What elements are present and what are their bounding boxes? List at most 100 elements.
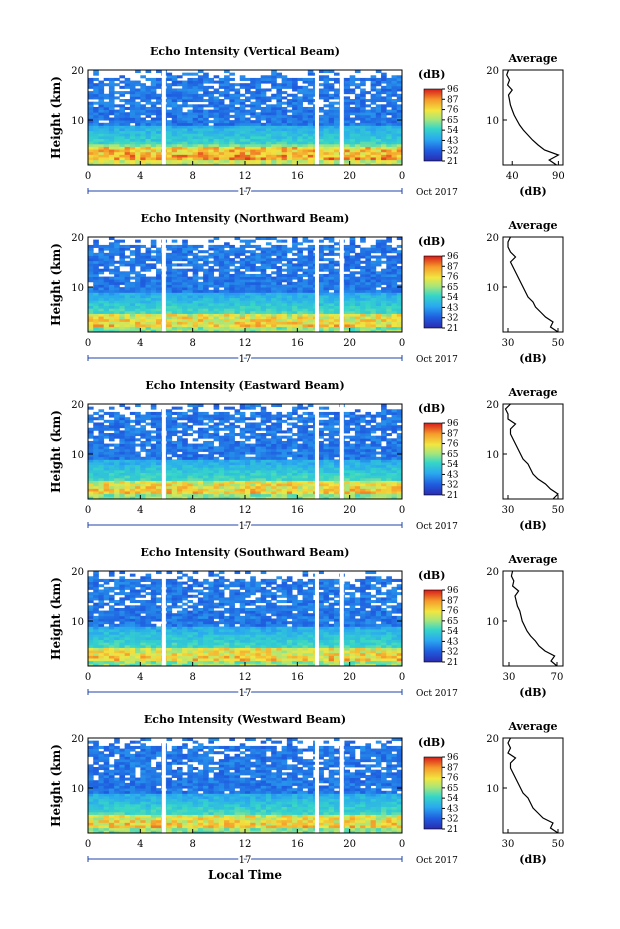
- heatmap-cell: [234, 149, 241, 153]
- heatmap-cell: [281, 255, 288, 259]
- heatmap-cell: [203, 414, 209, 418]
- heatmap-cell: [114, 462, 120, 466]
- heatmap-cell: [349, 289, 356, 293]
- heatmap-cell: [192, 85, 199, 89]
- heatmap-cell: [187, 425, 194, 429]
- heatmap-cell: [150, 404, 157, 408]
- heatmap-cell: [187, 154, 194, 158]
- heatmap-cell: [156, 281, 162, 285]
- heatmap-cell: [135, 141, 141, 145]
- heatmap-cell: [224, 244, 230, 248]
- heatmap-cell: [344, 130, 351, 134]
- heatmap-cell: [145, 440, 152, 444]
- heatmap-cell: [218, 316, 225, 320]
- heatmap-cell: [255, 305, 262, 309]
- heatmap-cell: [98, 329, 105, 333]
- average-title: Average: [507, 52, 557, 65]
- heatmap-cell: [255, 464, 262, 468]
- heatmap-cell: [292, 151, 298, 155]
- heatmap-cell: [171, 443, 178, 447]
- heatmap-cell: [124, 244, 131, 248]
- heatmap-cell: [187, 146, 194, 150]
- heatmap-cell: [140, 135, 146, 140]
- heatmap-cell: [360, 308, 366, 312]
- heatmap-cell: [218, 281, 225, 285]
- heatmap-cell: [323, 329, 330, 333]
- heatmap-cell: [255, 93, 262, 97]
- heatmap-cell: [145, 135, 152, 140]
- heatmap-cell: [182, 159, 188, 163]
- heatmap-cell: [245, 462, 251, 466]
- heatmap-cell: [119, 112, 126, 116]
- heatmap-cell: [276, 258, 283, 262]
- heatmap-cell: [187, 409, 194, 413]
- heatmap-cell: [255, 273, 262, 277]
- heatmap-cell: [234, 96, 241, 100]
- heatmap-cell: [119, 80, 126, 84]
- heatmap-cell: [391, 326, 398, 330]
- heatmap-cell: [182, 448, 188, 452]
- heatmap-cell: [192, 114, 199, 118]
- average-profile-line: [507, 236, 559, 333]
- heatmap-cell: [365, 297, 371, 301]
- heatmap-cell: [276, 414, 283, 418]
- heatmap-cell: [271, 149, 277, 153]
- heatmap-cell: [333, 101, 340, 105]
- heatmap-cell: [119, 120, 126, 124]
- heatmap-cell: [255, 88, 262, 92]
- heatmap-cell: [255, 469, 262, 474]
- heatmap-cell: [114, 321, 120, 325]
- heatmap-cell: [218, 130, 225, 134]
- heatmap-cell: [156, 321, 162, 325]
- heatmap-cell: [391, 104, 398, 108]
- heatmap-cell: [119, 239, 126, 243]
- heatmap-cell: [255, 106, 262, 110]
- heatmap-cell: [271, 467, 277, 471]
- heatmap-cell: [114, 329, 120, 333]
- heatmap-cell: [265, 302, 272, 307]
- heatmap-cell: [213, 496, 220, 500]
- heatmap-cell: [286, 162, 293, 166]
- heatmap-cell: [265, 451, 272, 455]
- heatmap-cell: [88, 451, 94, 455]
- heatmap-cell: [234, 281, 241, 285]
- heatmap-cell: [224, 297, 230, 301]
- heatmap-cell: [88, 464, 94, 468]
- heatmap-cell: [386, 244, 392, 248]
- heatmap-cell: [171, 305, 178, 309]
- heatmap-cell: [114, 456, 120, 460]
- heatmap-cell: [255, 454, 262, 458]
- heatmap-cell: [182, 151, 188, 155]
- heatmap-cell: [245, 125, 251, 129]
- heatmap-cell: [135, 480, 141, 484]
- colorbar-tick-label: 76: [447, 273, 459, 283]
- heatmap-cell: [328, 300, 335, 304]
- heatmap-cell: [297, 130, 303, 134]
- heatmap-cell: [302, 297, 309, 301]
- heatmap-cell: [281, 149, 288, 153]
- heatmap-cell: [150, 162, 157, 166]
- heatmap-cell: [297, 321, 303, 325]
- heatmap-cell: [271, 96, 277, 100]
- heatmap-cell: [156, 250, 162, 254]
- heatmap-cell: [286, 157, 293, 161]
- heatmap-cell: [239, 146, 246, 150]
- heatmap-cell: [119, 133, 126, 137]
- heatmap-cell: [245, 91, 251, 95]
- heatmap-cell: [108, 326, 115, 330]
- heatmap-cell: [239, 302, 246, 307]
- heatmap-cell: [318, 329, 324, 333]
- heatmap-cell: [297, 99, 303, 103]
- heatmap-cell: [140, 273, 146, 277]
- heatmap-cell: [281, 273, 288, 277]
- heatmap-cell: [208, 149, 214, 153]
- heatmap-cell: [349, 276, 356, 280]
- heatmap-cell: [88, 268, 94, 272]
- heatmap-cell: [203, 295, 209, 299]
- heatmap-cell: [88, 321, 94, 325]
- heatmap-cell: [119, 480, 126, 484]
- heatmap-cell: [229, 496, 235, 500]
- heatmap-cell: [239, 114, 246, 118]
- heatmap-cell: [176, 273, 183, 277]
- heatmap-cell: [234, 464, 241, 468]
